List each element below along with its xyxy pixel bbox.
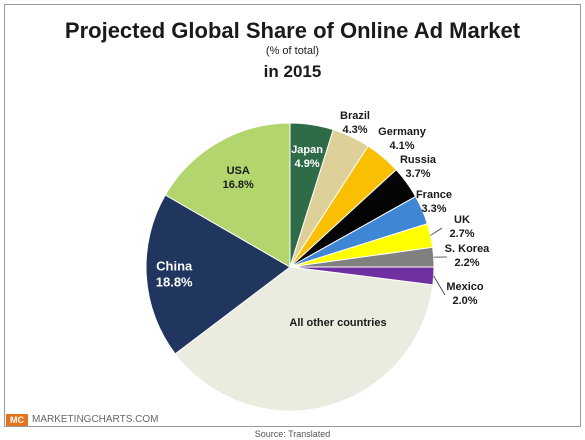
slice-label-uk: UK 2.7%	[449, 214, 474, 240]
slice-value-russia: 3.7%	[405, 168, 430, 180]
slice-name-mexico: Mexico	[446, 281, 484, 293]
slice-value-germany: 4.1%	[389, 140, 414, 152]
chart-year: in 2015	[263, 62, 322, 81]
slice-name-russia: Russia	[400, 154, 437, 166]
marketingcharts-logo: MC	[6, 414, 28, 426]
chart-title: Projected Global Share of Online Ad Mark…	[64, 18, 521, 43]
slice-name-s-korea: S. Korea	[445, 243, 491, 255]
slice-value-s-korea: 2.2%	[454, 257, 479, 269]
leader-line-mexico	[433, 275, 446, 296]
pie-slice-all-other-countries	[174, 266, 434, 412]
slice-value-france: 3.3%	[421, 203, 446, 215]
slice-label-all-other-countries: All other countries	[289, 317, 386, 329]
slice-label-germany: Germany 4.1%	[378, 126, 427, 152]
slice-label-s-korea: S. Korea 2.2%	[445, 243, 491, 269]
slice-name-japan: Japan	[291, 144, 323, 156]
slice-label-japan: Japan 4.9%	[291, 144, 323, 170]
source-note: Source: Translated	[254, 429, 331, 439]
slice-value-mexico: 2.0%	[452, 295, 477, 307]
slice-value-usa: 16.8%	[223, 179, 254, 191]
slice-value-japan: 4.9%	[295, 158, 320, 170]
slice-label-usa: USA 16.8%	[223, 165, 254, 191]
slice-label-brazil: Brazil 4.3%	[340, 110, 370, 136]
slice-name-china: China	[156, 259, 193, 274]
chart-subtitle: (% of total)	[265, 45, 320, 57]
slice-label-russia: Russia 3.7%	[400, 154, 437, 180]
slice-value-uk: 2.7%	[449, 228, 474, 240]
slice-name-france: France	[416, 189, 452, 201]
pie-slice-usa	[164, 122, 291, 268]
slice-label-france: France 3.3%	[416, 189, 452, 215]
leader-line-uk	[430, 227, 443, 236]
slice-name-germany: Germany	[378, 126, 427, 138]
slice-name-brazil: Brazil	[340, 110, 370, 122]
pie-slice-china	[145, 194, 291, 355]
brand-text: MARKETINGCHARTS.COM	[32, 414, 159, 425]
slice-label-mexico: Mexico 2.0%	[446, 281, 484, 307]
slice-value-brazil: 4.3%	[342, 124, 367, 136]
slice-name-usa: USA	[227, 165, 250, 177]
slice-name-uk: UK	[454, 214, 470, 226]
slice-name-all-other-countries: All other countries	[289, 317, 386, 329]
slice-value-china: 18.8%	[156, 275, 193, 290]
